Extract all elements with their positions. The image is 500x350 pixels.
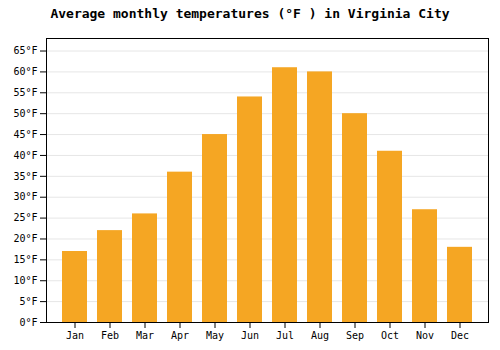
svg-text:Oct: Oct xyxy=(381,330,399,341)
svg-text:Jan: Jan xyxy=(66,330,84,341)
svg-text:65°F: 65°F xyxy=(13,45,37,56)
svg-text:10°F: 10°F xyxy=(13,275,37,286)
svg-text:5°F: 5°F xyxy=(19,296,37,307)
svg-text:55°F: 55°F xyxy=(13,87,37,98)
svg-text:Jul: Jul xyxy=(276,330,294,341)
svg-text:Dec: Dec xyxy=(451,330,469,341)
svg-text:35°F: 35°F xyxy=(13,171,37,182)
svg-text:Sep: Sep xyxy=(346,330,364,341)
svg-text:45°F: 45°F xyxy=(13,129,37,140)
svg-text:0°F: 0°F xyxy=(19,317,37,328)
svg-text:30°F: 30°F xyxy=(13,191,37,202)
svg-text:15°F: 15°F xyxy=(13,254,37,265)
svg-text:May: May xyxy=(206,330,224,341)
svg-text:Mar: Mar xyxy=(136,330,154,341)
svg-text:40°F: 40°F xyxy=(13,150,37,161)
svg-text:60°F: 60°F xyxy=(13,66,37,77)
svg-text:20°F: 20°F xyxy=(13,233,37,244)
svg-text:25°F: 25°F xyxy=(13,212,37,223)
svg-text:Apr: Apr xyxy=(171,330,189,341)
svg-text:Aug: Aug xyxy=(311,330,329,341)
html-text:Average monthly temperatures (: Average monthly temperatures (°F ) in Vi… xyxy=(50,6,450,21)
svg-text:50°F: 50°F xyxy=(13,108,37,119)
svg-text:Jun: Jun xyxy=(241,330,259,341)
svg-text:Nov: Nov xyxy=(416,330,434,341)
svg-text:Feb: Feb xyxy=(101,330,119,341)
